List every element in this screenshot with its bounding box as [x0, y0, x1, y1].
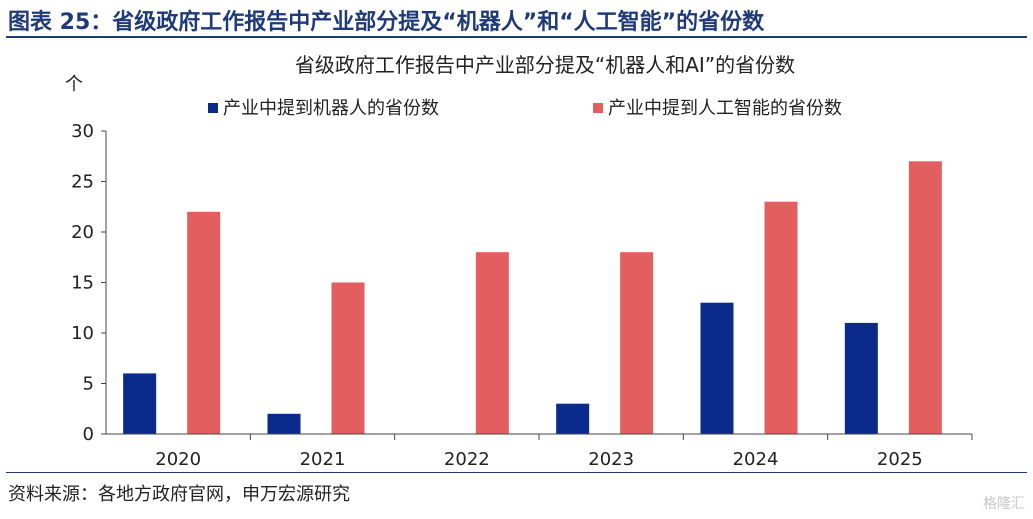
legend-swatch [208, 103, 218, 113]
legend-label: 产业中提到机器人的省份数 [223, 98, 439, 119]
chart-title: 省级政府工作报告中产业部分提及“机器人和AI”的省份数 [295, 53, 795, 77]
bar-ai-2022 [475, 252, 509, 434]
legend-swatch [593, 103, 603, 113]
bar-ai-2024 [764, 201, 798, 434]
bar-robot-2021 [267, 413, 301, 434]
x-tick-label: 2021 [300, 449, 346, 470]
bar-robot-2025 [844, 322, 878, 434]
bar-ai-2025 [908, 161, 942, 435]
bar-robot-2020 [123, 373, 157, 434]
y-tick-label: 0 [83, 424, 94, 445]
legend: 产业中提到机器人的省份数 产业中提到人工智能的省份数 [208, 98, 842, 119]
y-tick-label: 5 [83, 374, 94, 395]
y-tick-label: 30 [71, 121, 94, 142]
bar-ai-2020 [187, 211, 221, 434]
watermark: 格隆汇 [983, 496, 1025, 512]
source-note: 资料来源：各地方政府官网，申万宏源研究 [8, 484, 350, 505]
legend-label: 产业中提到人工智能的省份数 [608, 98, 842, 119]
y-tick-label: 15 [71, 273, 94, 294]
x-tick-label: 2022 [444, 449, 490, 470]
y-tick-label: 10 [71, 323, 94, 344]
x-tick-label: 2025 [877, 449, 923, 470]
y-axis-unit-label: 个 [65, 74, 83, 95]
bar-ai-2023 [620, 252, 654, 434]
title-divider [6, 36, 1027, 38]
source-divider [6, 472, 1027, 473]
bar-ai-2021 [331, 282, 365, 434]
bars-group [123, 161, 942, 435]
x-tick-label: 2024 [733, 449, 779, 470]
x-tick-label: 2020 [155, 449, 201, 470]
y-tick-label: 20 [71, 222, 94, 243]
bar-robot-2024 [700, 302, 734, 434]
y-tick-label: 25 [71, 172, 94, 193]
x-tick-label: 2023 [588, 449, 634, 470]
figure-title: 图表 25：省级政府工作报告中产业部分提及“机器人”和“人工智能”的省份数 [8, 10, 765, 35]
bar-robot-2023 [556, 403, 590, 434]
